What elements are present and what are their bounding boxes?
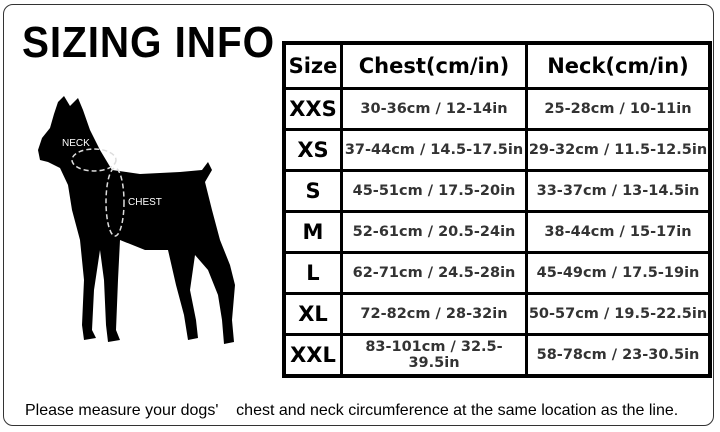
- neck-label: NECK: [62, 138, 90, 149]
- table-row: S 45-51cm / 17.5-20in 33-37cm / 13-14.5in: [282, 169, 712, 213]
- size-table: Size Chest(cm/in) Neck(cm/in) XXS 30-36cm…: [282, 41, 712, 378]
- header-size: Size: [282, 41, 343, 90]
- table-row: XXS 30-36cm / 12-14in 25-28cm / 10-11in: [282, 87, 712, 131]
- table-header-row: Size Chest(cm/in) Neck(cm/in): [282, 41, 712, 90]
- size-cell: S: [282, 169, 343, 213]
- header-chest: Chest(cm/in): [340, 41, 528, 90]
- chest-cell: 30-36cm / 12-14in: [340, 87, 528, 131]
- neck-cell: 25-28cm / 10-11in: [525, 87, 712, 131]
- neck-cell: 33-37cm / 13-14.5in: [525, 169, 712, 213]
- table-row: XL 72-82cm / 28-32in 50-57cm / 19.5-22.5in: [282, 292, 712, 336]
- chart-frame: [3, 4, 714, 426]
- chest-cell: 52-61cm / 20.5-24in: [340, 210, 528, 254]
- neck-cell: 50-57cm / 19.5-22.5in: [525, 292, 712, 336]
- measurement-note: Please measure your dogs' chest and neck…: [25, 402, 679, 419]
- table-row: M 52-61cm / 20.5-24in 38-44cm / 15-17in: [282, 210, 712, 254]
- table-row: XXL 83-101cm / 32.5-39.5in 58-78cm / 23-30…: [282, 333, 712, 378]
- page-title: SIZING INFO: [22, 18, 275, 67]
- chest-cell: 62-71cm / 24.5-28in: [340, 251, 528, 295]
- neck-cell: 58-78cm / 23-30.5in: [525, 333, 712, 378]
- size-cell: M: [282, 210, 343, 254]
- size-cell: XXL: [282, 333, 343, 378]
- chest-cell: 72-82cm / 28-32in: [340, 292, 528, 336]
- size-cell: XL: [282, 292, 343, 336]
- size-cell: XS: [282, 128, 343, 172]
- dog-silhouette-icon: [38, 96, 235, 344]
- table-row: L 62-71cm / 24.5-28in 45-49cm / 17.5-19in: [282, 251, 712, 295]
- chest-cell: 45-51cm / 17.5-20in: [340, 169, 528, 213]
- table-row: XS 37-44cm / 14.5-17.5in 29-32cm / 11.5-12…: [282, 128, 712, 172]
- neck-cell: 45-49cm / 17.5-19in: [525, 251, 712, 295]
- header-neck: Neck(cm/in): [525, 41, 712, 90]
- neck-cell: 38-44cm / 15-17in: [525, 210, 712, 254]
- chest-label: CHEST: [128, 197, 162, 208]
- chest-cell: 83-101cm / 32.5-39.5in: [340, 333, 528, 378]
- chest-cell: 37-44cm / 14.5-17.5in: [340, 128, 528, 172]
- neck-cell: 29-32cm / 11.5-12.5in: [525, 128, 712, 172]
- size-cell: XXS: [282, 87, 343, 131]
- size-cell: L: [282, 251, 343, 295]
